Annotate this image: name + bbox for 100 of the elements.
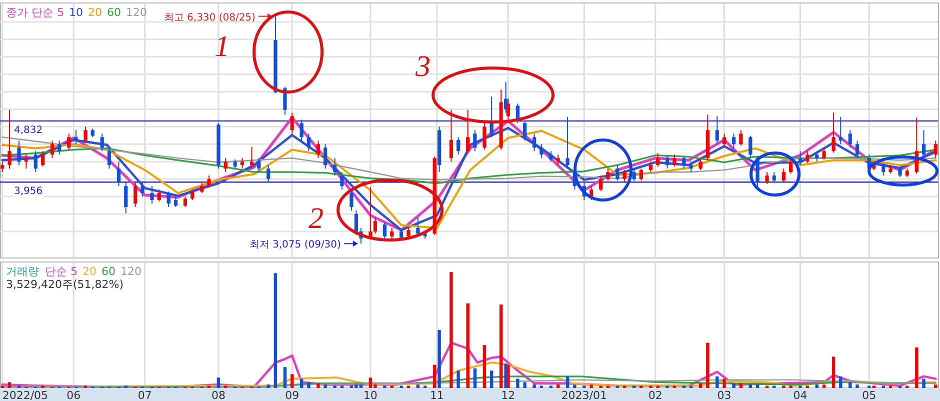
candlestick — [50, 140, 54, 159]
text: 단순 5 — [45, 265, 78, 278]
x-tick-label: 02 — [648, 389, 662, 401]
bar — [706, 342, 710, 388]
candlestick — [556, 154, 560, 166]
candlestick — [207, 175, 211, 188]
candlestick — [622, 169, 626, 182]
bar — [316, 383, 320, 388]
candlestick — [672, 154, 676, 167]
candlestick — [306, 133, 311, 152]
bar — [698, 383, 702, 388]
candlestick — [157, 189, 161, 202]
candlestick — [566, 116, 570, 170]
candlestick — [266, 164, 270, 184]
candlestick — [183, 196, 188, 208]
candlestick — [549, 150, 553, 162]
bar — [490, 370, 494, 388]
candlestick — [416, 216, 420, 236]
candlestick — [257, 158, 261, 173]
ref-line-label: 3,956 — [14, 186, 43, 198]
candlestick — [166, 191, 170, 208]
candlestick — [373, 216, 377, 234]
candlestick — [898, 166, 902, 178]
candlestick — [354, 210, 358, 236]
candlestick — [8, 109, 12, 170]
candlestick — [822, 147, 826, 160]
bar — [438, 330, 441, 388]
text: 20 — [88, 6, 102, 19]
candlestick — [765, 172, 769, 184]
bar — [8, 382, 12, 388]
candlestick — [116, 161, 121, 187]
candlestick — [532, 133, 536, 152]
candlestick — [616, 164, 620, 181]
candlestick — [150, 186, 154, 204]
bar — [722, 378, 726, 388]
candlestick — [24, 154, 28, 170]
annotation: 1 — [214, 30, 230, 63]
annotation: 2 — [308, 202, 324, 235]
bar — [450, 272, 453, 388]
bar — [934, 384, 938, 388]
candlestick — [806, 150, 810, 164]
bar — [216, 378, 220, 388]
candlestick — [324, 144, 328, 170]
bar — [922, 378, 926, 388]
bar — [756, 384, 760, 388]
text: 종가 단순 5 — [6, 6, 64, 19]
bar — [832, 356, 836, 388]
candlestick — [665, 156, 670, 170]
candlestick — [715, 116, 719, 145]
candlestick — [682, 156, 686, 170]
candlestick — [17, 140, 21, 166]
candlestick — [838, 116, 842, 145]
candlestick — [200, 182, 204, 194]
bar — [716, 376, 719, 388]
bar — [822, 384, 826, 388]
candlestick — [639, 168, 643, 181]
legend-title: 거래량 — [6, 265, 39, 278]
bar — [466, 303, 470, 388]
candlestick — [473, 130, 477, 152]
candlestick — [67, 133, 71, 150]
candlestick — [449, 109, 453, 162]
candlestick — [224, 158, 228, 173]
candlestick — [882, 163, 886, 176]
bar — [266, 384, 270, 388]
x-tick-label: 08 — [211, 389, 226, 401]
candlestick — [333, 158, 337, 176]
x-tick-label: 06 — [66, 389, 81, 401]
bar — [566, 376, 570, 388]
text: 60 — [102, 265, 116, 278]
candlestick — [74, 130, 78, 145]
bar — [815, 384, 818, 388]
candlestick — [722, 133, 726, 148]
bar — [482, 345, 486, 388]
candlestick — [482, 122, 486, 150]
candlestick — [934, 140, 938, 159]
candlestick — [250, 146, 254, 170]
text: 120 — [126, 6, 147, 19]
candlestick — [490, 96, 494, 138]
candlestick — [466, 109, 470, 154]
x-tick-label: 11 — [430, 389, 444, 401]
candlestick — [84, 126, 88, 143]
candlestick — [0, 161, 4, 173]
bar — [532, 384, 536, 388]
candlestick — [748, 135, 752, 159]
candlestick — [382, 222, 386, 239]
bar — [416, 384, 420, 388]
annotation: 최고 6,330 (08/25) — [164, 12, 256, 24]
candlestick — [648, 161, 652, 173]
bar — [283, 367, 287, 388]
x-tick-label: 2022/05 — [2, 389, 48, 401]
candlestick — [540, 144, 544, 159]
candlestick — [832, 112, 836, 154]
bar — [506, 364, 510, 388]
candlestick — [316, 140, 320, 159]
x-tick-label: 2023/01 — [561, 389, 608, 401]
candlestick — [788, 158, 793, 174]
candlestick — [772, 172, 776, 184]
bar — [432, 364, 436, 388]
text: 60 — [107, 6, 121, 19]
annotation: 3,529,420주(51,82%) — [6, 278, 124, 291]
